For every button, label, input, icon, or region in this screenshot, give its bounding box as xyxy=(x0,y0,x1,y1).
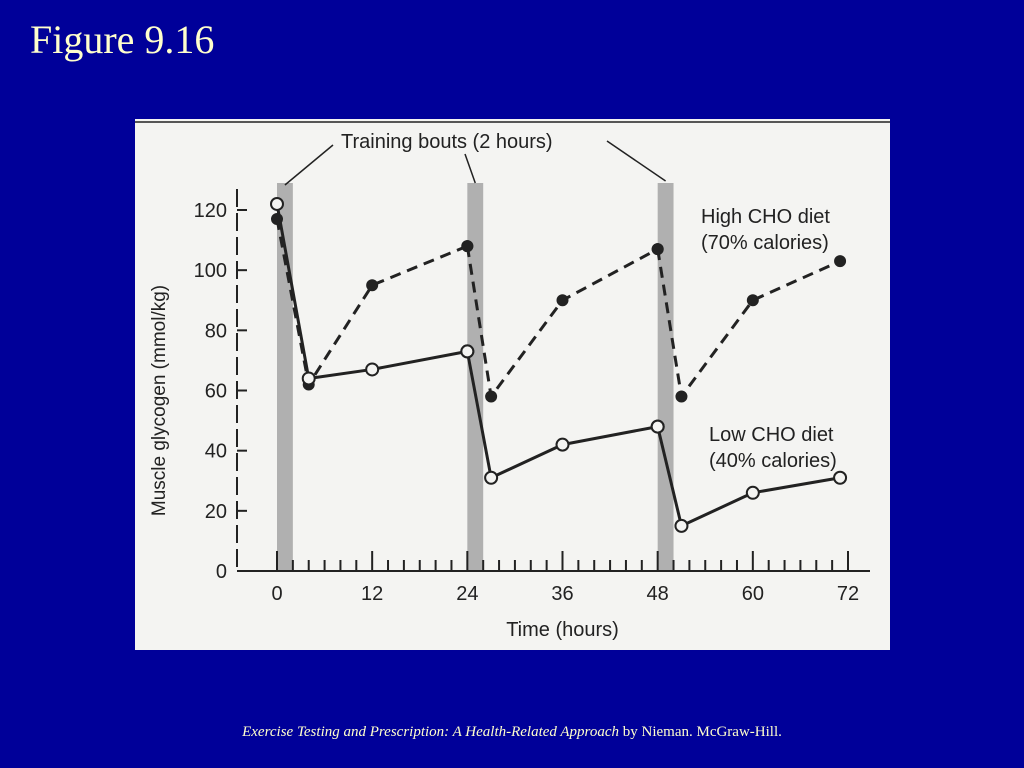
series-0-segment-2 xyxy=(656,248,841,399)
series-1-point-0-2 xyxy=(365,362,380,377)
training-bout-band-2 xyxy=(657,183,674,571)
figure-panel: 0 20 40 60 80 100 120 0 12 24 36 48 60 72 Time (hours… xyxy=(135,119,890,650)
series-1-point-2-3 xyxy=(833,470,848,485)
series-0-point-0-2 xyxy=(366,279,379,292)
x-axis-title: Time (hours) xyxy=(506,619,619,641)
x-tick-label-48: 48 xyxy=(647,583,669,605)
series-1-segment-0 xyxy=(275,203,468,380)
caption-publisher: by Nieman. McGraw-Hill. xyxy=(619,724,782,740)
series-1-point-2-1 xyxy=(674,518,689,533)
series-1-point-1-1 xyxy=(484,470,499,485)
series-1-point-2-2 xyxy=(745,485,760,500)
caption-book-title: Exercise Testing and Prescription: A Hea… xyxy=(242,724,619,740)
y-axis-title: Muscle glycogen (mmol/kg) xyxy=(149,285,170,516)
y-tick-label-40: 40 xyxy=(205,441,227,463)
series-0-label-line-1: (70% calories) xyxy=(701,232,829,254)
training-bouts-annotation: Training bouts (2 hours) xyxy=(341,131,553,153)
series-1-segment-1 xyxy=(465,351,658,480)
series-0-point-2-3 xyxy=(834,255,847,268)
x-tick-label-24: 24 xyxy=(456,583,478,605)
chart-labels: Time (hours) Muscle glycogen (mmol/kg) Tra… xyxy=(149,131,837,641)
training-bout-band-1 xyxy=(467,183,484,571)
series-0-point-1-0 xyxy=(461,240,474,253)
chart-axes: 0 20 40 60 80 100 120 0 12 24 36 48 60 72 xyxy=(135,121,890,605)
y-tick-label-0: 0 xyxy=(216,561,227,583)
y-tick-label-60: 60 xyxy=(205,381,227,403)
x-tick-label-60: 60 xyxy=(742,583,764,605)
y-tick-label-80: 80 xyxy=(205,320,227,342)
series-1-segment-2 xyxy=(656,426,841,528)
glycogen-chart: 0 20 40 60 80 100 120 0 12 24 36 48 60 72 Time (hours… xyxy=(135,121,890,641)
series-1-point-1-0 xyxy=(460,344,475,359)
series-0-label-line-0: High CHO diet xyxy=(701,206,830,228)
x-tick-label-0: 0 xyxy=(271,583,282,605)
x-tick-label-36: 36 xyxy=(551,583,573,605)
series-1-point-0-1 xyxy=(301,371,316,386)
series-0-point-1-1 xyxy=(485,390,498,403)
series-0-point-0-0 xyxy=(271,213,283,226)
series-lines xyxy=(275,203,841,528)
series-0-point-1-2 xyxy=(556,294,569,307)
series-1-point-1-2 xyxy=(555,437,570,452)
series-1-label-line-1: (40% calories) xyxy=(709,450,837,472)
series-0-point-2-2 xyxy=(746,294,759,307)
annotation-leader-2 xyxy=(606,140,667,182)
y-tick-label-20: 20 xyxy=(205,501,227,523)
series-0-point-2-1 xyxy=(675,390,688,403)
series-0-segment-1 xyxy=(465,245,659,399)
y-tick-label-120: 120 xyxy=(194,200,227,222)
series-0-point-2-0 xyxy=(651,243,664,256)
annotation-leader-1 xyxy=(464,153,476,184)
slide-title: Figure 9.16 xyxy=(30,17,215,62)
series-1-point-2-0 xyxy=(650,419,665,434)
training-bout-bands xyxy=(277,183,674,571)
x-tick-label-12: 12 xyxy=(361,583,383,605)
series-1-point-0-0 xyxy=(270,196,284,211)
y-tick-label-100: 100 xyxy=(194,260,227,282)
series-points xyxy=(270,196,848,533)
series-1-label-line-0: Low CHO diet xyxy=(709,424,834,446)
annotation-leader-0 xyxy=(284,144,334,186)
slide-caption: Exercise Testing and Prescription: A Hea… xyxy=(0,724,1024,741)
x-tick-label-72: 72 xyxy=(837,583,859,605)
